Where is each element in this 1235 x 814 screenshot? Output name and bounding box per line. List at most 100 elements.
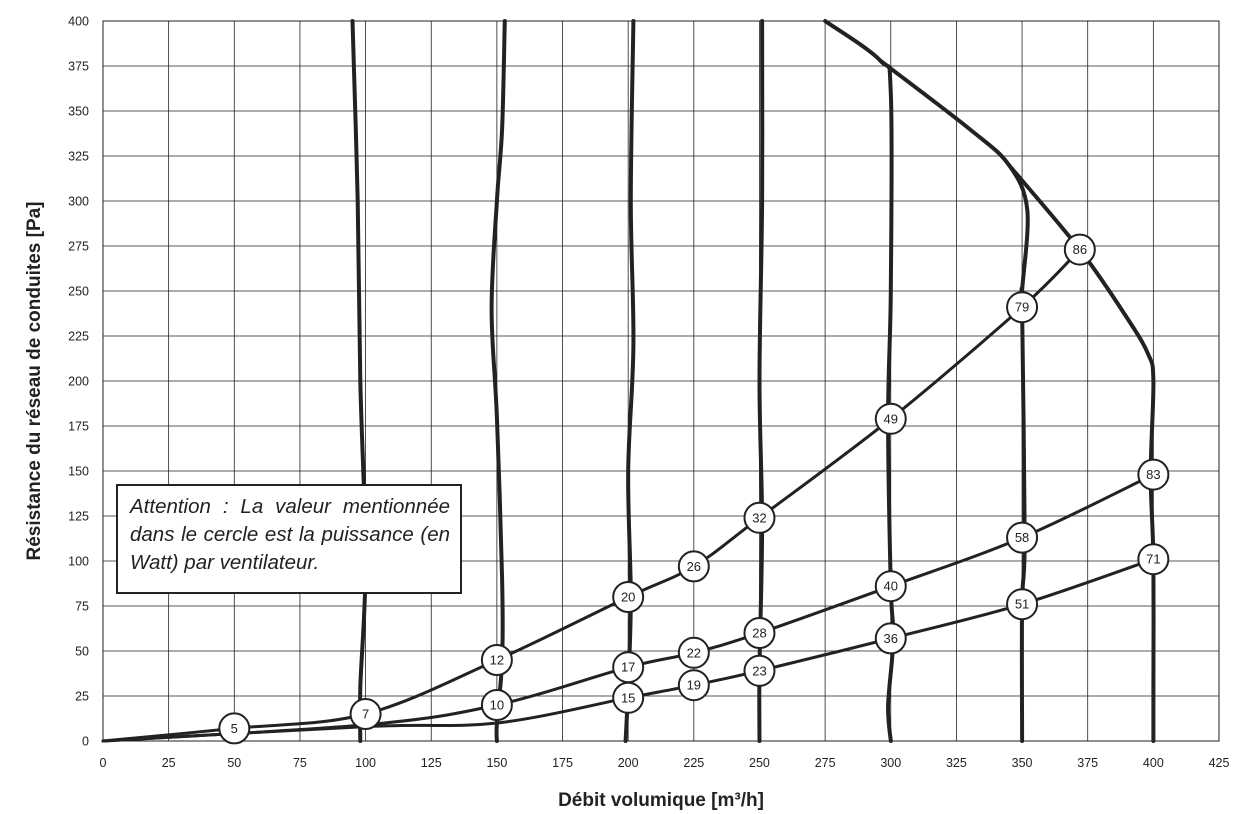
y-tick-label: 125 [68, 510, 89, 524]
x-tick-label: 250 [749, 756, 770, 770]
y-tick-label: 100 [68, 555, 89, 569]
power-marker-circle [874, 622, 907, 655]
x-tick-label: 350 [1012, 756, 1033, 770]
x-tick-label: 50 [227, 756, 241, 770]
power-marker-circle [612, 581, 645, 613]
x-tick-label: 75 [293, 756, 307, 770]
x-axis-label: Débit volumique [m³/h] [558, 790, 764, 811]
power-marker-circle [218, 712, 251, 745]
power-marker-circle [743, 617, 776, 649]
x-tick-label: 425 [1209, 756, 1230, 770]
y-tick-label: 25 [75, 690, 89, 704]
x-tick-label: 175 [552, 756, 573, 770]
power-marker: 40 [874, 570, 907, 603]
x-tick-label: 400 [1143, 756, 1164, 770]
power-marker: 79 [1006, 291, 1039, 324]
y-tick-label: 200 [68, 375, 89, 389]
power-marker-circle [677, 636, 710, 669]
power-marker-circle [1063, 233, 1096, 266]
power-marker: 28 [743, 617, 776, 649]
power-marker: 15 [612, 681, 645, 714]
power-marker: 36 [874, 622, 907, 655]
power-marker-label: 79 [1015, 300, 1029, 315]
power-marker-label: 40 [884, 579, 898, 594]
power-marker-label: 22 [687, 645, 701, 660]
power-marker-circle [480, 689, 513, 721]
y-tick-labels: 0 25 50 75 100 125 150 175 200 225 250 275 300 325 350… [68, 15, 89, 749]
power-marker-label: 23 [752, 663, 766, 678]
y-tick-label: 250 [68, 285, 89, 299]
x-tick-label: 375 [1077, 756, 1098, 770]
x-tick-label: 125 [421, 756, 442, 770]
y-tick-label: 300 [68, 195, 89, 209]
power-marker-circle [874, 570, 907, 603]
power-marker-circle [1137, 458, 1170, 491]
power-marker: 86 [1063, 233, 1096, 266]
power-marker-label: 20 [621, 590, 635, 605]
y-axis-label: Résistance du réseau de conduites [Pa] [24, 201, 45, 560]
y-tick-label: 50 [75, 645, 89, 659]
power-marker: 71 [1137, 543, 1170, 576]
power-marker-label: 19 [687, 678, 701, 693]
power-marker-circle [1006, 291, 1039, 324]
power-marker-label: 10 [490, 698, 504, 713]
power-marker: 19 [677, 669, 710, 702]
power-marker-label: 32 [752, 510, 766, 525]
power-marker-label: 36 [884, 631, 898, 646]
power-marker-label: 49 [884, 411, 898, 426]
x-tick-label: 150 [486, 756, 507, 770]
power-marker-label: 15 [621, 690, 635, 705]
x-tick-label: 300 [880, 756, 901, 770]
power-marker: 12 [480, 644, 513, 676]
x-tick-label: 25 [162, 756, 176, 770]
x-tick-label: 275 [815, 756, 836, 770]
power-marker: 49 [874, 402, 907, 435]
power-marker: 83 [1137, 458, 1170, 491]
power-marker-circle [349, 698, 382, 730]
y-tick-label: 175 [68, 420, 89, 434]
power-marker: 5 [218, 712, 251, 745]
x-tick-label: 100 [355, 756, 376, 770]
y-tick-label: 225 [68, 330, 89, 344]
power-marker: 23 [743, 654, 776, 687]
power-markers: 5 7 12 10 20 17 15 26 22 19 32 28 23 49 40 36 79 58 51 86 83… [218, 233, 1170, 745]
power-marker: 10 [480, 689, 513, 721]
power-marker-circle [743, 654, 776, 687]
power-marker-label: 58 [1015, 530, 1029, 545]
grid [102, 20, 1220, 742]
x-tick-label: 0 [100, 756, 107, 770]
power-marker-label: 86 [1073, 242, 1087, 257]
attention-note: Attention : La valeur mentionnée dans le… [116, 484, 462, 594]
power-marker-label: 51 [1015, 597, 1029, 612]
power-marker: 17 [612, 651, 645, 684]
fan-curve [350, 19, 368, 743]
power-marker: 58 [1006, 521, 1039, 554]
x-tick-label: 225 [683, 756, 704, 770]
power-marker: 51 [1006, 588, 1039, 621]
power-marker-circle [1137, 543, 1170, 576]
power-marker-label: 12 [490, 653, 504, 668]
power-marker: 7 [349, 698, 382, 730]
power-marker-label: 17 [621, 660, 635, 675]
y-tick-label: 150 [68, 465, 89, 479]
power-marker-label: 7 [362, 707, 369, 722]
power-marker-circle [612, 681, 645, 714]
fan-curve [489, 19, 507, 743]
y-tick-label: 275 [68, 240, 89, 254]
power-marker: 20 [612, 581, 645, 613]
power-marker: 22 [677, 636, 710, 669]
y-tick-label: 325 [68, 150, 89, 164]
plot-frame [102, 20, 1220, 742]
power-marker: 32 [743, 501, 776, 534]
y-tick-label: 0 [82, 735, 89, 749]
power-marker-circle [480, 644, 513, 676]
system-curve [101, 248, 1082, 743]
power-marker: 26 [677, 550, 710, 583]
power-marker-circle [874, 402, 907, 435]
power-marker-circle [677, 669, 710, 702]
y-tick-label: 75 [75, 600, 89, 614]
power-marker-label: 26 [687, 559, 701, 574]
y-tick-label: 375 [68, 60, 89, 74]
x-tick-label: 325 [946, 756, 967, 770]
